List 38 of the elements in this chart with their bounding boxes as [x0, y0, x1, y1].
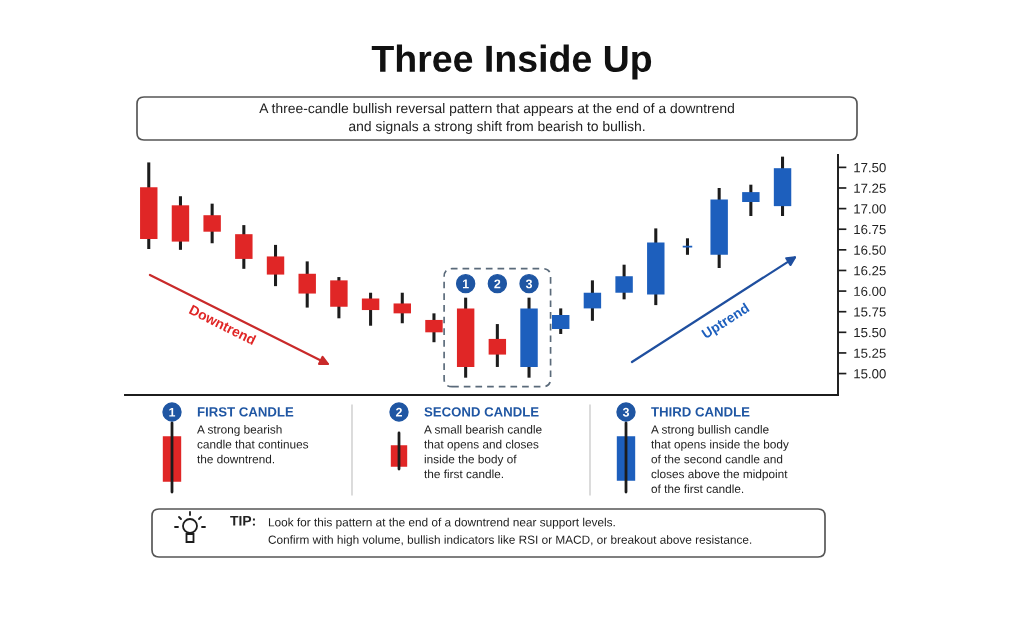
candlestick: [393, 292, 411, 324]
y-tick-label: 15.00: [854, 369, 886, 379]
text: A strong bullish candle that opens inside the body of the second candle and closes above the midpoint of the first candle.: [651, 425, 789, 494]
y-tick-label: 16.00: [854, 286, 886, 296]
y-tick-label: 17.50: [854, 162, 886, 173]
y-tick-label: 16.75: [854, 224, 886, 235]
annotation: 3: [525, 279, 533, 289]
y-tick-label: 15.75: [854, 307, 886, 317]
text: 2: [395, 407, 402, 417]
text: 1: [169, 407, 176, 417]
text: SECOND CANDLE: [424, 407, 539, 417]
y-tick-label: 16.25: [854, 266, 886, 276]
annotation: 2: [494, 279, 501, 289]
candlestick: [203, 203, 221, 244]
candlestick: [742, 184, 760, 217]
text: Look for this pattern at the end of a downtrend near support levels. Confirm with high volume, bullish indicators like RSI or MACD, or breakout above resistance.: [268, 517, 752, 547]
candlestick: [552, 308, 570, 334]
candlestick: [583, 280, 602, 321]
text: TIP:: [230, 516, 255, 526]
candlestick: [615, 264, 633, 300]
y-tick-label: 17.00: [854, 204, 886, 214]
y-tick-label: 15.50: [854, 327, 886, 338]
candlestick: [488, 324, 507, 367]
text: THIRD CANDLE: [651, 407, 750, 417]
candlestick: [361, 292, 380, 326]
y-tick-label: 16.50: [854, 245, 886, 255]
text: FIRST CANDLE: [197, 407, 294, 417]
chart-title: Three Inside Up: [371, 44, 652, 80]
annotation: 1: [462, 279, 469, 289]
text: A strong bearish candle that continues the downtrend.: [197, 425, 309, 464]
y-tick-label: 17.25: [854, 183, 886, 193]
text: A small bearish candle that opens and closes inside the body of the first candle.: [424, 425, 542, 479]
y-tick-label: 15.25: [854, 348, 886, 358]
text: 3: [622, 407, 630, 417]
candlestick: [425, 313, 443, 344]
candlestick: [298, 261, 316, 308]
candlestick: [266, 243, 285, 288]
chart-subtitle: A three-candle bullish reversal pattern that appears at the end of a downtrend and signals a strong shift from bearish to bullish.: [259, 103, 734, 134]
